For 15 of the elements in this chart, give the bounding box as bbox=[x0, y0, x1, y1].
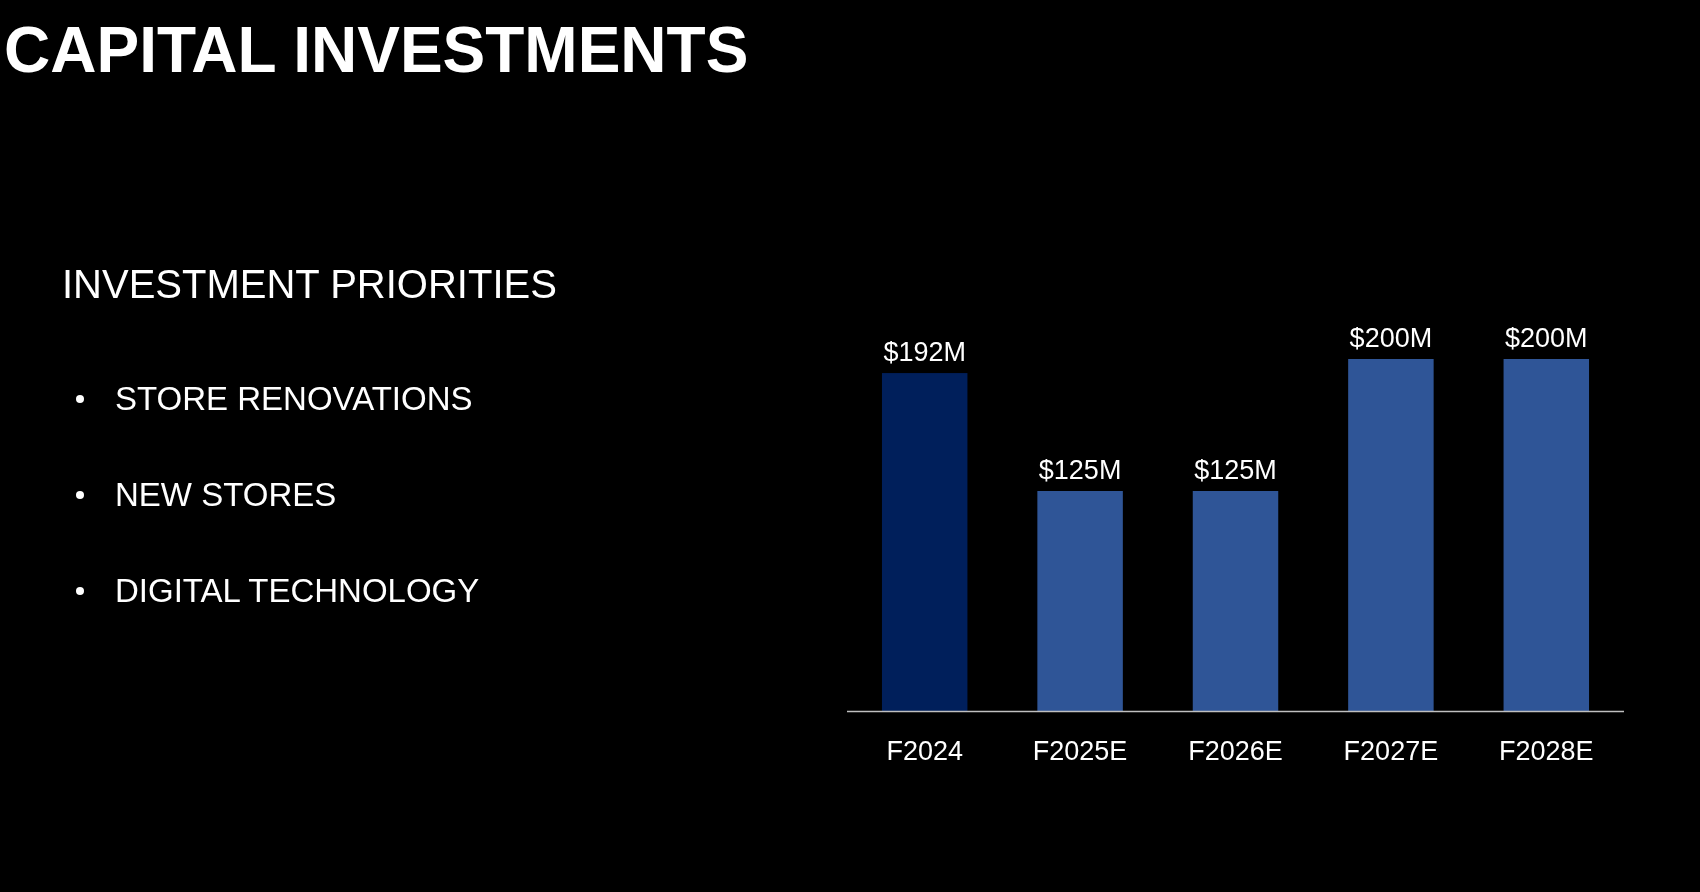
data-label: $125M bbox=[1038, 455, 1122, 485]
data-label: $192M bbox=[883, 337, 966, 368]
text: STORE RENOVATIONS bbox=[115, 380, 473, 417]
data-label: $200M bbox=[1505, 323, 1588, 353]
x-tick-label: F2026E bbox=[1188, 736, 1283, 766]
text: DIGITAL TECHNOLOGY bbox=[115, 572, 480, 609]
x-tick-label: F2024 bbox=[886, 736, 963, 766]
x-tick-label: F2028E bbox=[1499, 736, 1594, 766]
text: CAPITAL INVESTMENTS bbox=[4, 14, 749, 86]
text: INVESTMENT PRIORITIES bbox=[62, 262, 557, 306]
x-tick-label: F2027E bbox=[1343, 736, 1439, 766]
data-label: $125M bbox=[1194, 455, 1277, 485]
text: NEW STORES bbox=[115, 476, 337, 513]
data-label: $200M bbox=[1349, 323, 1433, 353]
x-tick-label: F2025E bbox=[1032, 736, 1128, 766]
